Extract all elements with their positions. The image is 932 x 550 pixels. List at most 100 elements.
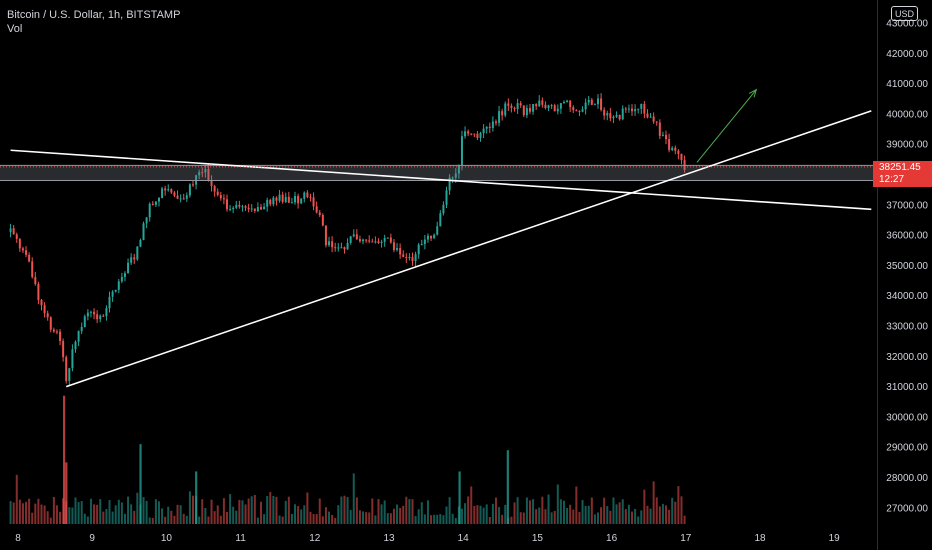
candle-body (55, 331, 58, 333)
candle-body (612, 116, 615, 119)
volume-bar (68, 507, 71, 524)
candle-body (145, 217, 148, 224)
candle-body (615, 114, 618, 117)
time-tick-label: 8 (15, 533, 21, 544)
volume-bar (278, 515, 281, 524)
volume-bar (436, 514, 439, 524)
candle-body (482, 128, 485, 134)
volume-bar (627, 504, 630, 524)
candle-body (485, 126, 488, 129)
volume-bar (362, 511, 365, 524)
volume-bar (671, 497, 674, 524)
volume-bar (346, 496, 349, 524)
candle-body (93, 311, 96, 315)
candle-body (148, 203, 151, 218)
candle-body (49, 317, 52, 330)
price-tick-label: 28000.00 (886, 473, 928, 484)
candle-body (170, 189, 173, 193)
candle-body (25, 250, 28, 255)
volume-bar (501, 514, 504, 524)
volume-bar (287, 496, 290, 524)
volume-bar (111, 511, 114, 524)
candle-body (9, 228, 12, 233)
candle-body (167, 189, 170, 191)
volume-bar (290, 513, 293, 524)
candle-body (343, 247, 346, 250)
candle-body (12, 228, 15, 235)
symbol-legend-title[interactable]: Bitcoin / U.S. Dollar, 1h, BITSTAMP (7, 9, 181, 21)
volume-bar (161, 508, 164, 524)
candle-body (377, 241, 380, 244)
candle-body (297, 195, 300, 204)
candle-body (371, 241, 374, 243)
candle-body (566, 100, 569, 102)
volume-legend-label[interactable]: Vol (7, 23, 23, 35)
candle-body (62, 340, 65, 358)
candle-body (309, 197, 312, 199)
time-axis: 8 9 10 11 12 13 14 15 16 17 18 19 (15, 533, 840, 544)
candle-body (671, 147, 674, 151)
candle-body (275, 197, 278, 201)
candle-body (494, 121, 497, 123)
volume-bar (553, 510, 556, 524)
volume-bar (479, 505, 482, 524)
volume-bar (312, 514, 315, 524)
candle-body (522, 105, 525, 116)
volume-bar (640, 510, 643, 524)
candle-body (578, 110, 581, 112)
volume-bar (646, 505, 649, 524)
volume-bar (324, 507, 327, 524)
volume-bar (445, 506, 448, 524)
candle-body (241, 206, 244, 208)
candle-body (71, 349, 74, 369)
candle-body (219, 194, 222, 199)
volume-bar (130, 504, 133, 524)
volume-bar (566, 508, 569, 524)
candle-body (634, 109, 637, 112)
candle-body (624, 108, 627, 110)
volume-bar (191, 495, 194, 524)
volume-bar (318, 498, 321, 524)
projection-arrow-line (696, 89, 757, 163)
volume-bar (173, 515, 176, 524)
currency-button[interactable]: USD (891, 6, 918, 21)
candle-body (680, 153, 683, 161)
volume-bar (596, 512, 599, 524)
volume-bar (176, 504, 179, 524)
candle-body (250, 208, 253, 210)
candle-body (516, 103, 519, 109)
volume-bar (513, 502, 516, 524)
volume-bar (170, 510, 173, 524)
volume-bar (587, 505, 590, 524)
volume-bar (244, 504, 247, 524)
price-tick-label: 31000.00 (886, 382, 928, 393)
candle-body (68, 368, 71, 381)
price-axis: 43000.00 42000.00 41000.00 40000.00 39000.00… (886, 19, 928, 515)
candle-body (40, 299, 43, 306)
volume-spike-bar (458, 471, 461, 524)
volume-bar (556, 484, 559, 524)
volume-bar (516, 497, 519, 524)
volume-bar (423, 514, 426, 524)
volume-bar (114, 505, 117, 524)
candle-body (328, 241, 331, 246)
candle-body (182, 198, 185, 200)
candle-body (600, 98, 603, 110)
candle-body (216, 191, 219, 195)
price-tick-label: 36000.00 (886, 231, 928, 242)
volume-bar (185, 515, 188, 524)
volume-bar (74, 497, 77, 524)
price-tick-label: 42000.00 (886, 49, 928, 60)
candle-body (386, 237, 389, 239)
volume-bar (658, 506, 661, 524)
volume-bar (77, 502, 80, 524)
volume-bar (510, 516, 513, 524)
candle-body (355, 234, 358, 240)
volume-bar (93, 504, 96, 524)
candle-body (154, 201, 157, 205)
candle-body (157, 198, 160, 202)
trend-line (10, 149, 872, 211)
volume-bar (331, 514, 334, 524)
volume-bar (309, 511, 312, 524)
